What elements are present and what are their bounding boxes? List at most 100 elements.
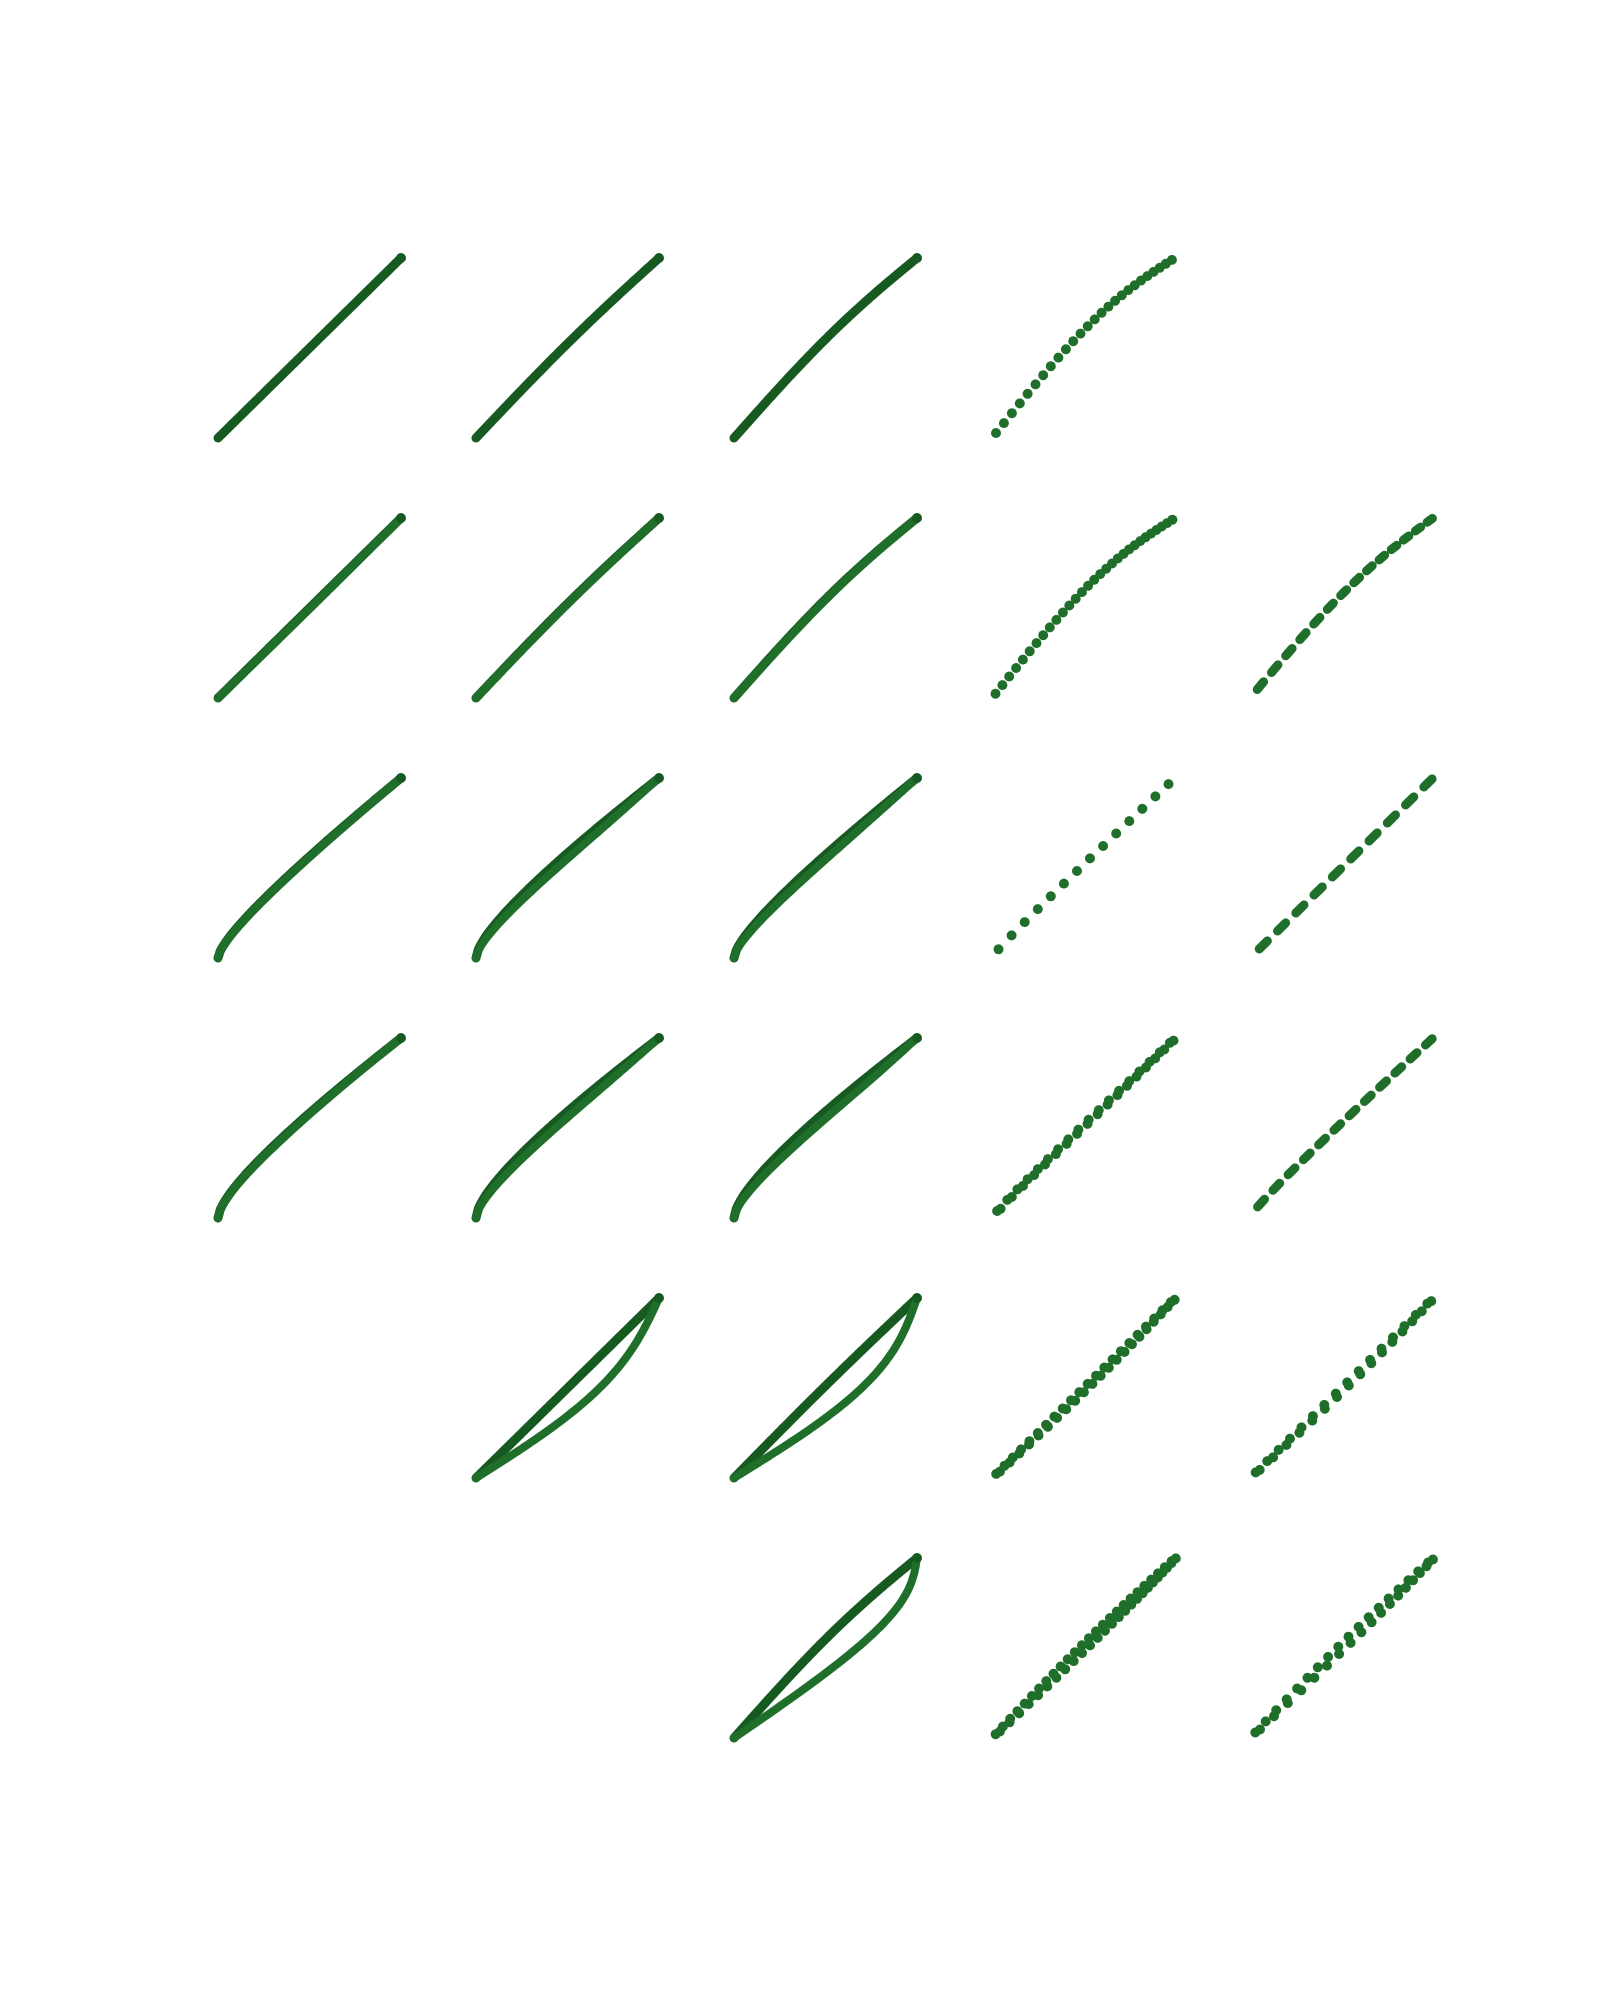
curve-end-cap <box>654 773 664 783</box>
curve-dash <box>1329 1119 1346 1135</box>
curve-dash <box>1349 572 1365 588</box>
curve-end-cap <box>654 1033 664 1043</box>
curve-dot-pair <box>1168 1035 1179 1046</box>
curve-dash <box>1401 792 1419 810</box>
curve-dot <box>1085 853 1095 864</box>
curve-dot-pair <box>1427 1554 1438 1565</box>
curve-dot <box>1057 607 1068 618</box>
curve-line-second <box>214 1034 405 1222</box>
curve-dot <box>1012 1706 1023 1717</box>
curve-dot <box>1026 1691 1037 1701</box>
curve-dash <box>1309 882 1327 900</box>
curve-dot <box>1044 622 1055 633</box>
curve-dot <box>1041 1676 1052 1687</box>
curve-dot <box>991 428 1001 438</box>
panel-r4-c3 <box>991 1294 1180 1479</box>
curve-dash <box>1364 828 1382 846</box>
curve-dash <box>1314 1133 1330 1150</box>
curve-dot <box>1083 1114 1094 1125</box>
curve-dot <box>1103 301 1114 312</box>
curve-dash <box>1252 677 1269 694</box>
curve-dot <box>1072 866 1082 876</box>
curve-dot <box>1393 1584 1404 1595</box>
curve-dot <box>1292 1683 1303 1694</box>
panel-r5-c4 <box>1250 1554 1438 1738</box>
curve-line-second <box>730 1554 921 1742</box>
curve-dot <box>1363 1612 1374 1623</box>
curve-line-second <box>730 774 921 962</box>
curve-dot <box>1296 1422 1307 1433</box>
curve-line-second <box>730 1294 921 1482</box>
curve-dot <box>1091 1370 1101 1381</box>
curve-dot <box>1376 1343 1387 1354</box>
curve-dot <box>1413 1566 1424 1577</box>
curve-dash <box>1322 598 1338 614</box>
curve-dot <box>1066 1395 1076 1406</box>
curve-dot <box>1032 1428 1043 1438</box>
curve-dot <box>1330 1388 1341 1399</box>
curve-dot <box>1014 398 1025 409</box>
panel-r0-c2 <box>729 253 922 443</box>
curve-end-cap <box>912 773 922 783</box>
curve-dot <box>1153 1568 1163 1579</box>
curve-line <box>729 253 922 443</box>
curve-dot-pair <box>1426 1296 1437 1307</box>
curve-dot-pair <box>1309 1672 1320 1683</box>
curve-dot <box>1146 1574 1157 1585</box>
curve-dot <box>1041 1419 1052 1430</box>
curve-dot <box>1048 1668 1059 1679</box>
panel-r0-c3 <box>991 254 1177 438</box>
curve-dot <box>1302 1672 1313 1683</box>
curve-line-second <box>730 514 921 702</box>
curve-dot <box>1260 1716 1271 1727</box>
curve-dot-pair <box>1322 1660 1332 1671</box>
curve-dot <box>1075 328 1086 339</box>
curve-dash <box>1359 1090 1376 1106</box>
curve-dot <box>1082 1378 1093 1389</box>
curve-dot <box>1319 1399 1330 1410</box>
curve-dot <box>1090 1626 1101 1637</box>
curve-dot <box>1068 336 1079 347</box>
curve-dash <box>1309 612 1325 629</box>
panel-r2-c1 <box>471 773 664 963</box>
curve-dot <box>1076 587 1087 598</box>
curve-dot <box>1032 1164 1043 1175</box>
curve-dash <box>1291 900 1309 918</box>
curve-dot <box>1139 1580 1150 1591</box>
curve-dash <box>1375 1076 1391 1092</box>
curve-end-cap <box>912 1033 922 1043</box>
curve-dot <box>1055 1661 1066 1672</box>
panel-r3-c4 <box>1253 1034 1437 1212</box>
curve-dot <box>1118 1600 1129 1610</box>
curve-end-cap <box>654 1293 664 1303</box>
curve-dot <box>1124 1338 1135 1348</box>
curve-dot <box>1063 1134 1074 1145</box>
curve-dot <box>1111 828 1122 839</box>
curve-dot <box>1038 630 1049 641</box>
curve-dot <box>1111 1606 1122 1617</box>
panel-r1-c3 <box>990 514 1178 699</box>
curve-dash <box>1398 531 1414 545</box>
panel-r4-c2 <box>729 1293 922 1483</box>
curve-dot-pair <box>1170 1553 1181 1564</box>
panel-r2-c3 <box>993 779 1174 955</box>
curve-dot <box>1070 593 1081 604</box>
panel-r3-c0 <box>213 1033 406 1223</box>
curve-dot <box>1069 1647 1080 1658</box>
curve-dot <box>1022 388 1033 399</box>
curve-dot <box>1140 1321 1151 1332</box>
curve-dot-pair <box>1416 1306 1427 1317</box>
curve-dot <box>1030 379 1041 390</box>
curve-line <box>729 1293 922 1483</box>
curve-dot <box>1342 1377 1353 1388</box>
curve-dot <box>1388 1332 1398 1343</box>
panel-r3-c1 <box>471 1033 664 1223</box>
curve-end-cap <box>912 253 922 263</box>
curve-dot <box>1333 1641 1344 1652</box>
curve-dot <box>1132 1329 1143 1340</box>
curve-dash <box>1344 1104 1361 1121</box>
panel-r3-c2 <box>729 1033 922 1223</box>
curve-dash <box>1253 1194 1269 1212</box>
curve-dot <box>1166 254 1177 265</box>
